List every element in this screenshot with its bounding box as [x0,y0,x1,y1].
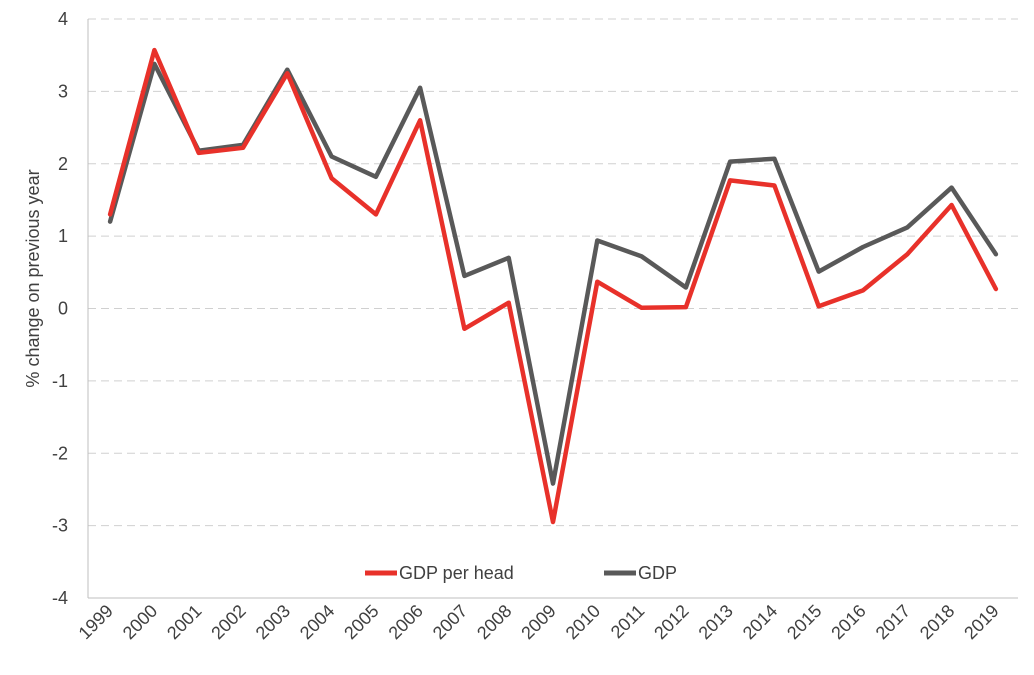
data-point-gdp-per-head [817,304,821,308]
series-line-gdp-per-head [107,47,999,525]
data-point-gdp [950,186,954,190]
legend-label-gdp: GDP [638,563,677,583]
x-tick-label: 2014 [739,601,781,643]
data-point-gdp [817,270,821,274]
data-point-gdp [905,225,909,229]
y-tick-labels: -4 -3 -2 -1 0 1 2 3 4 [52,9,68,608]
data-point-gdp [462,274,466,278]
x-tick-label: 2006 [385,601,427,643]
data-point-gdp-per-head [197,151,201,155]
y-tick-label: 4 [58,9,68,29]
data-point-gdp-per-head [108,212,112,216]
legend-label-gdp-per-head: GDP per head [399,563,514,583]
x-tick-label: 2008 [473,601,515,643]
data-point-gdp [772,157,776,161]
data-point-gdp-per-head [905,252,909,256]
x-tick-label: 2016 [827,601,869,643]
data-point-gdp [330,155,334,159]
y-tick-label: 0 [58,299,68,319]
data-point-gdp [728,160,732,164]
x-tick-label: 2011 [607,601,649,643]
series-lines [107,47,999,525]
data-point-gdp-per-head [507,301,511,305]
data-point-gdp [640,254,644,258]
data-point-gdp [285,68,289,72]
data-point-gdp-per-head [374,212,378,216]
x-tick-label: 2009 [517,601,559,643]
data-point-gdp-per-head [595,280,599,284]
x-tick-label: 2018 [916,601,958,643]
series-line-gdp [107,61,999,486]
x-tick-label: 2012 [650,601,692,643]
y-tick-label: -2 [52,443,68,463]
data-point-gdp-per-head [640,306,644,310]
x-tick-label: 2013 [695,601,737,643]
axes [87,19,1018,599]
data-point-gdp [595,238,599,242]
data-point-gdp [418,86,422,90]
data-point-gdp [108,220,112,224]
data-point-gdp-per-head [861,288,865,292]
data-point-gdp [684,286,688,290]
data-point-gdp-per-head [241,146,245,150]
x-tick-label: 2004 [296,601,338,643]
data-point-gdp-per-head [728,178,732,182]
x-tick-label: 2002 [207,601,249,643]
data-point-gdp-per-head [152,48,156,52]
data-point-gdp-per-head [285,71,289,75]
data-point-gdp [507,256,511,260]
y-tick-label: -3 [52,516,68,536]
x-tick-label: 2000 [119,601,161,643]
x-tick-label: 2019 [960,601,1002,643]
legend: GDP per head GDP [365,563,677,583]
y-tick-label: -4 [52,588,68,608]
data-point-gdp-per-head [772,183,776,187]
data-point-gdp-per-head [330,176,334,180]
x-tick-label: 2017 [872,601,914,643]
y-tick-label: 3 [58,81,68,101]
data-point-gdp-per-head [684,305,688,309]
y-tick-label: 1 [58,226,68,246]
data-point-gdp-per-head [950,203,954,207]
data-point-gdp [152,62,156,66]
x-tick-label: 2015 [783,601,825,643]
x-tick-labels: 1999 2000 2001 2002 2003 2004 2005 2006 2007 2008… [75,601,1003,643]
x-tick-label: 2001 [163,601,205,643]
data-point-gdp-per-head [994,287,998,291]
x-tick-label: 2007 [429,601,471,643]
x-tick-label: 2010 [562,601,604,643]
y-tick-label: -1 [52,371,68,391]
data-point-gdp [374,175,378,179]
x-tick-label: 2005 [340,601,382,643]
data-point-gdp [861,245,865,249]
x-tick-label: 1999 [75,601,117,643]
data-point-gdp-per-head [418,118,422,122]
y-tick-label: 2 [58,154,68,174]
data-point-gdp [551,482,555,486]
x-tick-label: 2003 [252,601,294,643]
data-point-gdp-per-head [551,520,555,524]
gridlines [88,18,1018,527]
data-point-gdp-per-head [462,327,466,331]
data-point-gdp [994,252,998,256]
y-axis-title: % change on previous year [23,169,43,387]
